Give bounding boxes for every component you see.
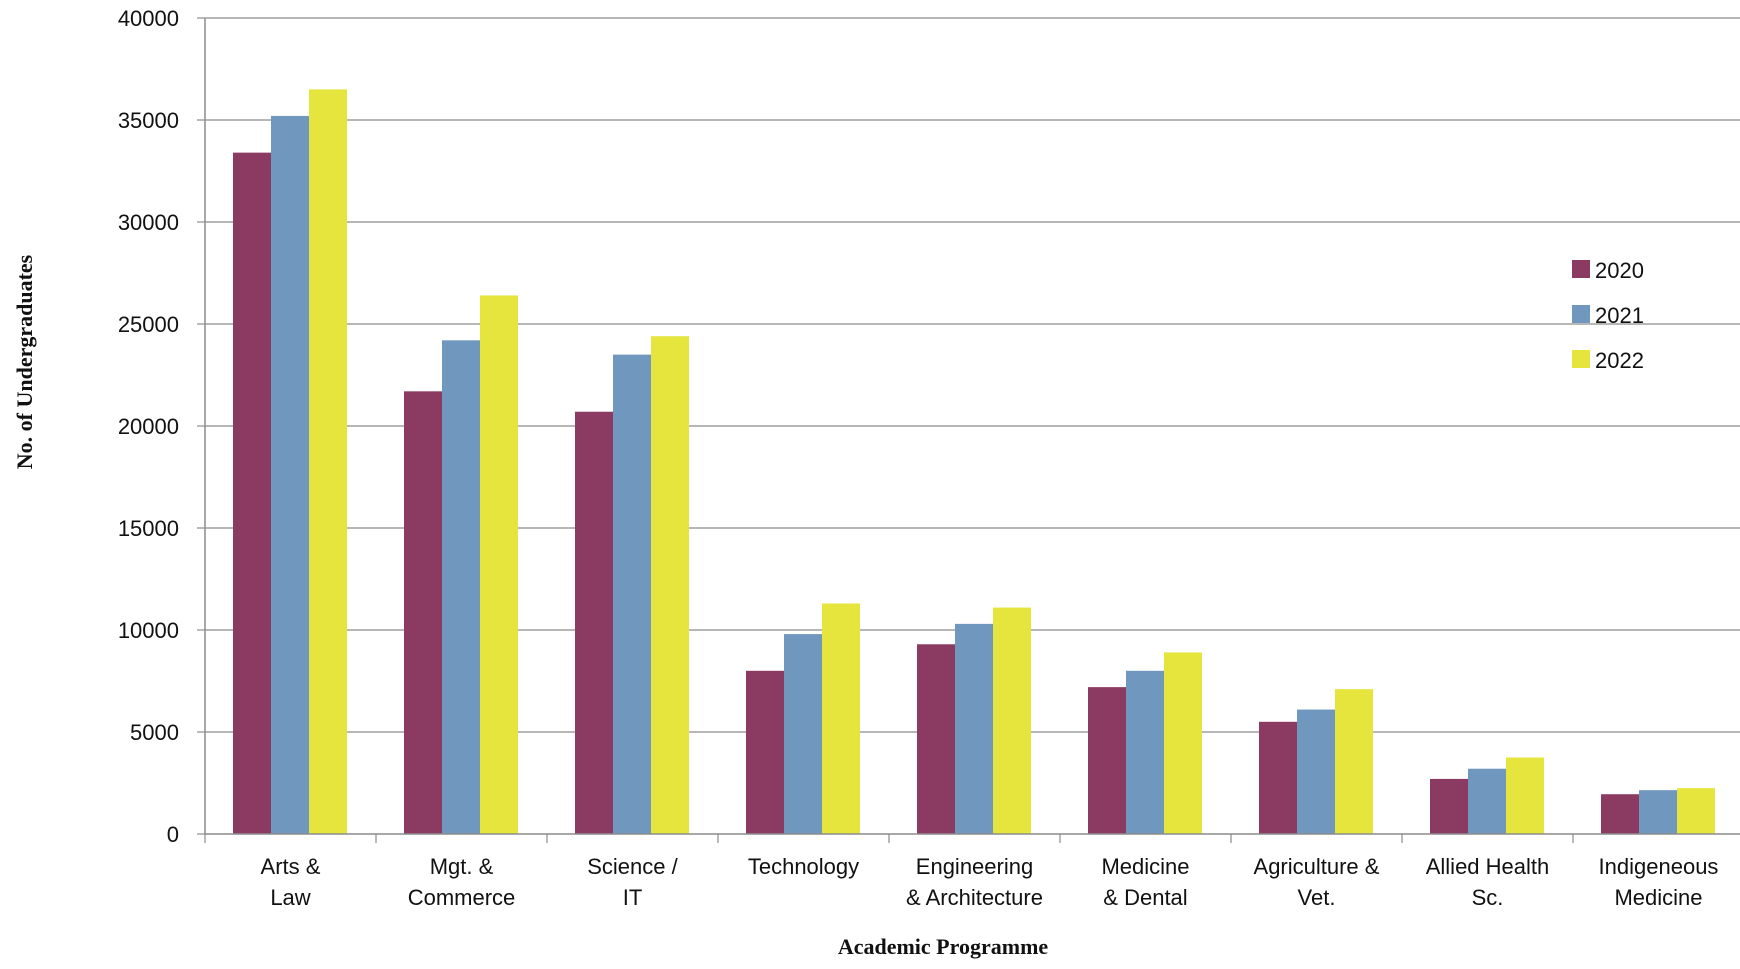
bar-2022: [1677, 788, 1715, 834]
bar-2020: [917, 644, 955, 834]
x-category-labels: Arts & Law Mgt. & Commerce Science / IT Techno…: [261, 854, 1719, 910]
bar-2022: [1506, 757, 1544, 834]
legend-label: 2022: [1595, 348, 1644, 373]
x-category-label: Vet.: [1298, 885, 1336, 910]
y-tick-label: 25000: [118, 312, 179, 337]
bar-2020: [1601, 794, 1639, 834]
x-category-label: Technology: [748, 854, 859, 879]
x-category-label: Law: [270, 885, 310, 910]
bar-2022: [480, 295, 518, 834]
bar-2021: [613, 354, 651, 834]
x-category-label: & Architecture: [906, 885, 1043, 910]
bar-2021: [955, 623, 993, 834]
legend-label: 2021: [1595, 303, 1644, 328]
legend: 2020 2021 2022: [1572, 258, 1644, 373]
bar-2021: [1468, 768, 1506, 834]
x-category-label: Indigeneous: [1599, 854, 1719, 879]
bar-2020: [575, 411, 613, 834]
y-tick-label: 30000: [118, 210, 179, 235]
bar-2021: [1639, 790, 1677, 834]
x-category-label: IT: [623, 885, 643, 910]
y-tick-label: 35000: [118, 108, 179, 133]
bar-2022: [309, 89, 347, 834]
y-tick-label: 20000: [118, 414, 179, 439]
bar-2021: [442, 340, 480, 834]
y-tick-label: 10000: [118, 618, 179, 643]
bar-2021: [1297, 709, 1335, 834]
bar-2022: [1164, 652, 1202, 834]
legend-swatch-2022: [1572, 350, 1590, 368]
x-category-label: & Dental: [1103, 885, 1187, 910]
bar-2022: [822, 603, 860, 834]
x-category-label: Engineering: [916, 854, 1033, 879]
bar-2022: [1335, 689, 1373, 834]
legend-label: 2020: [1595, 258, 1644, 283]
legend-swatch-2021: [1572, 305, 1590, 323]
bar-2020: [1259, 721, 1297, 834]
x-axis-title: Academic Programme: [838, 934, 1049, 959]
x-category-label: Commerce: [408, 885, 516, 910]
y-tick-label: 5000: [130, 720, 179, 745]
x-category-label: Medicine: [1101, 854, 1189, 879]
axes: [197, 17, 1740, 843]
bar-2022: [993, 607, 1031, 834]
bar-2021: [271, 115, 309, 835]
bars: [233, 89, 1715, 835]
x-category-label: Sc.: [1472, 885, 1504, 910]
x-category-label: Medicine: [1614, 885, 1702, 910]
y-tick-labels: 0 5000 10000 15000 20000 25000 30000 35000 40000: [118, 6, 179, 847]
x-category-label: Science /: [587, 854, 678, 879]
legend-swatch-2020: [1572, 260, 1590, 278]
bar-2021: [1126, 670, 1164, 834]
x-category-label: Arts &: [261, 854, 321, 879]
x-category-label: Mgt. &: [430, 854, 494, 879]
y-axis-title: No. of Undergraduates: [12, 254, 37, 469]
y-tick-label: 0: [167, 822, 179, 847]
bar-2020: [1430, 778, 1468, 834]
bar-2021: [784, 634, 822, 834]
x-category-label: Allied Health: [1426, 854, 1550, 879]
x-category-label: Agriculture &: [1254, 854, 1380, 879]
bar-2020: [404, 391, 442, 834]
y-tick-label: 15000: [118, 516, 179, 541]
bar-2022: [651, 336, 689, 834]
bar-2020: [1088, 687, 1126, 834]
bar-2020: [233, 152, 271, 834]
y-tick-label: 40000: [118, 6, 179, 31]
bar-2020: [746, 670, 784, 834]
